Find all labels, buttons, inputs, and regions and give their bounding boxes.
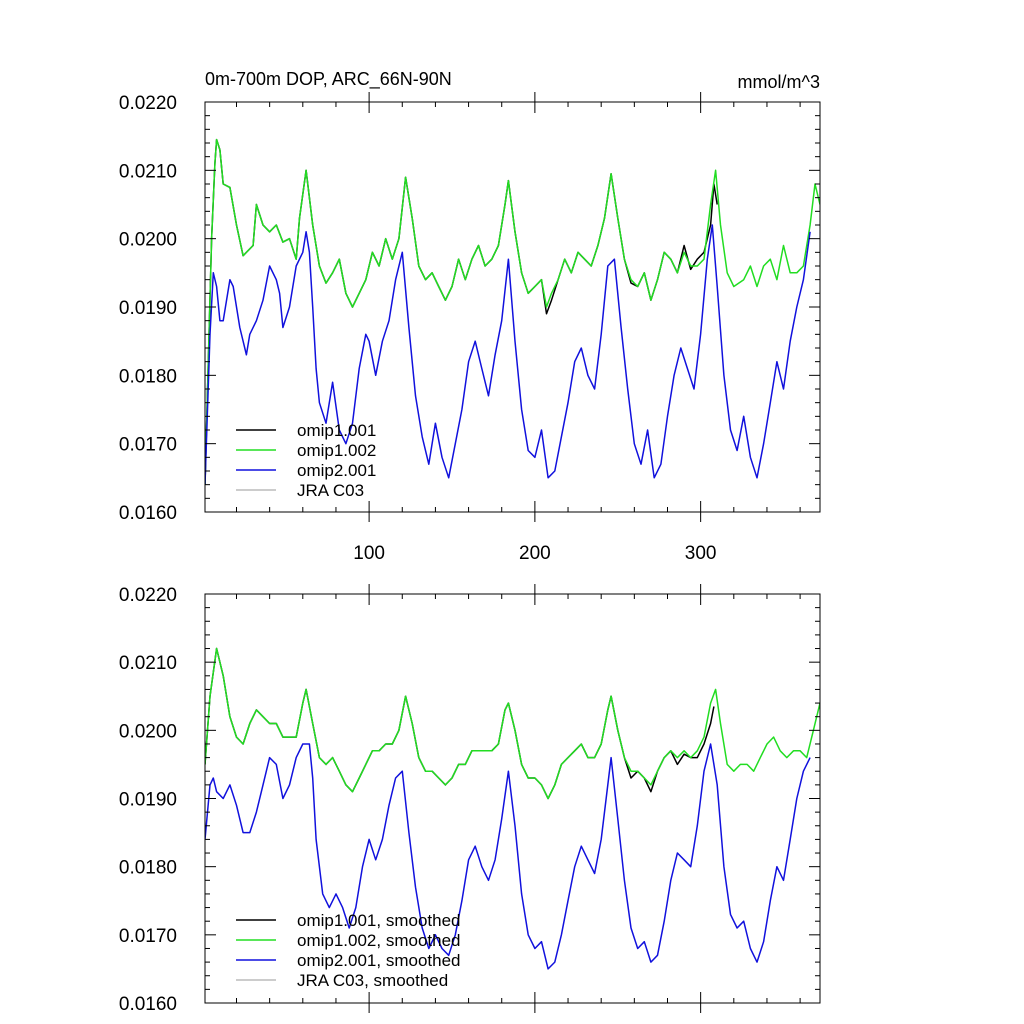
legend-label: JRA C03, smoothed bbox=[297, 971, 448, 990]
y-tick-label: 0.0160 bbox=[119, 503, 177, 524]
y-tick-label: 0.0180 bbox=[119, 858, 177, 879]
x-tick-label: 300 bbox=[685, 543, 717, 564]
y-tick-label: 0.0180 bbox=[119, 366, 177, 387]
chart-title: 0m-700m DOP, ARC_66N-90N bbox=[205, 69, 452, 90]
legend-label: omip2.001, smoothed bbox=[297, 951, 461, 970]
y-tick-label: 0.0220 bbox=[119, 585, 177, 606]
legend-label: JRA C03 bbox=[297, 481, 364, 500]
bottom-chart-panel: 0.0160 0.0170 0.0180 0.0190 0.0200 0.0210 0.02… bbox=[119, 584, 821, 1015]
series-line-omip1-001-smoothed bbox=[205, 647, 715, 800]
y-tick-label: 0.0170 bbox=[119, 435, 177, 456]
series-line-omip1-002 bbox=[205, 138, 820, 485]
series-line-omip2-001-smoothed bbox=[205, 743, 811, 970]
y-tick-label: 0.0210 bbox=[119, 653, 177, 674]
series-lines bbox=[205, 138, 820, 485]
legend-label: omip1.002, smoothed bbox=[297, 931, 461, 950]
y-tick-label: 0.0170 bbox=[119, 926, 177, 947]
legend-label: omip1.001, smoothed bbox=[297, 911, 461, 930]
y-tick-label: 0.0160 bbox=[119, 994, 177, 1015]
y-tick-label: 0.0190 bbox=[119, 790, 177, 811]
legend-label: omip1.001 bbox=[297, 421, 376, 440]
x-tick-label: 200 bbox=[519, 543, 551, 564]
top-chart-panel: 0m-700m DOP, ARC_66N-90N mmol/m^3 0.0160 0.… bbox=[119, 69, 821, 564]
legend-label: omip2.001 bbox=[297, 461, 376, 480]
y-tick-label: 0.0220 bbox=[119, 93, 177, 114]
series-line-omip2-001 bbox=[205, 224, 811, 485]
y-tick-label: 0.0200 bbox=[119, 230, 177, 251]
units-label: mmol/m^3 bbox=[738, 72, 820, 92]
series-lines bbox=[205, 647, 820, 970]
y-tick-label: 0.0200 bbox=[119, 721, 177, 742]
x-tick-label: 100 bbox=[353, 543, 385, 564]
legend-label: omip1.002 bbox=[297, 441, 376, 460]
y-tick-label: 0.0190 bbox=[119, 298, 177, 319]
series-line-omip1-002-smoothed bbox=[205, 647, 820, 800]
y-tick-label: 0.0210 bbox=[119, 161, 177, 182]
